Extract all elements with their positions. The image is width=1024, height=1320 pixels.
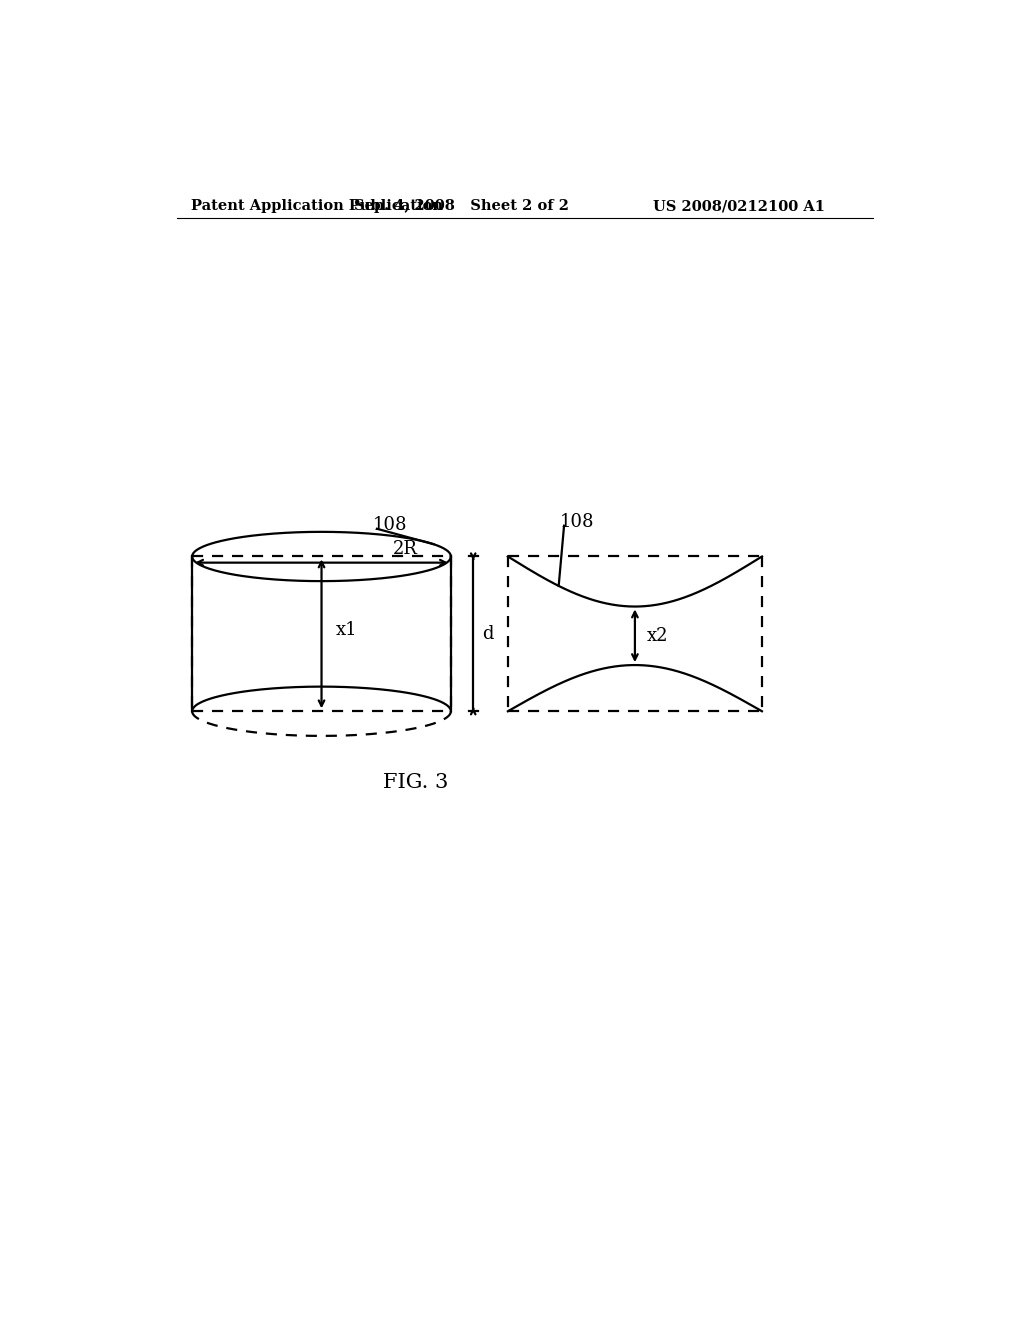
- Text: FIG. 3: FIG. 3: [383, 772, 449, 792]
- Text: 108: 108: [373, 516, 408, 533]
- Text: US 2008/0212100 A1: US 2008/0212100 A1: [653, 199, 825, 213]
- Text: x2: x2: [646, 627, 668, 644]
- Text: 2R: 2R: [392, 540, 417, 558]
- Text: Sep. 4, 2008   Sheet 2 of 2: Sep. 4, 2008 Sheet 2 of 2: [354, 199, 569, 213]
- Text: Patent Application Publication: Patent Application Publication: [190, 199, 442, 213]
- Text: d: d: [482, 624, 494, 643]
- Text: x1: x1: [336, 620, 357, 639]
- Text: 108: 108: [560, 513, 595, 531]
